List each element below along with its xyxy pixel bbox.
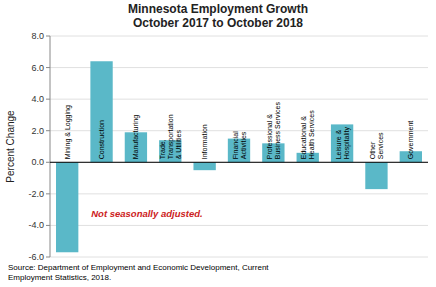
category-label: FinancialActivities [232,131,247,159]
grid [50,36,428,257]
grid-line [50,257,428,258]
chart: Minnesota Employment GrowthOctober 2017 … [0,0,436,287]
y-tick-label: -4.0 [28,220,44,230]
category-label: Information [201,124,208,159]
y-tick-label: 6.0 [31,63,44,73]
y-tick [46,36,50,37]
grid-line [50,225,428,226]
category-label: Construction [98,120,105,159]
y-tick [46,67,50,68]
y-tick-label: 2.0 [31,126,44,136]
category-label: Leisure &Hospitality [335,126,351,159]
bars [56,61,422,252]
category-label: Educational &Health Services [300,110,315,160]
bar [365,162,387,189]
y-tick [46,162,50,163]
category-label: OtherServices [369,132,384,159]
y-axis: -6.0 -4.0 -2.0 0.0 2.0 4.0 6.0 8.0 [28,31,50,262]
category-label: Trade,Transportation& Utilities [159,114,182,159]
category-label: Professional &Business Services [266,102,281,160]
grid-line [50,193,428,194]
grid-line [50,36,428,37]
y-tick [46,99,50,100]
bar [331,124,353,162]
y-tick-label: -6.0 [28,252,44,262]
y-axis-label: Percent Change [5,110,16,183]
bar [90,61,112,162]
y-tick-label: 8.0 [31,31,44,41]
y-tick [46,257,50,258]
zero-line [50,162,428,163]
y-tick-label: 4.0 [31,94,44,104]
bar [56,162,78,252]
annotation: Not seasonally adjusted. [91,208,202,219]
y-tick-label: 0.0 [31,157,44,167]
bar [193,162,215,170]
title: Minnesota Employment GrowthOctober 2017 … [128,2,308,30]
y-tick-label: -2.0 [28,189,44,199]
category-labels: Mining & Logging Construction Manufacturin… [64,102,415,160]
y-axis-line [50,36,51,257]
category-label: Government [407,121,414,160]
y-tick [46,193,50,194]
grid-line [50,162,428,163]
source: Source: Department of Employment and Eco… [8,263,269,282]
category-label: Mining & Logging [64,105,72,159]
category-label: Manufacturing [132,115,140,159]
y-tick [46,130,50,131]
y-tick [46,225,50,226]
